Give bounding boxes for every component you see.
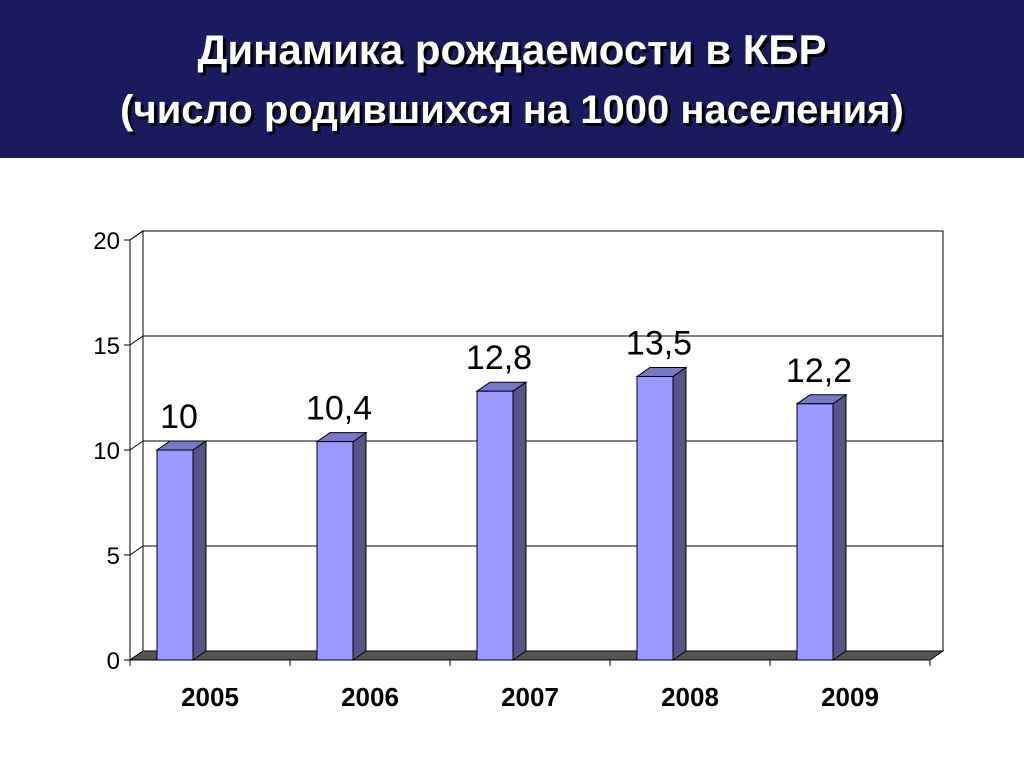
slide-header (0, 0, 1024, 158)
slide-subtitle: (число родившихся на 1000 населения) (120, 88, 904, 132)
y-tick-label: 15 (93, 333, 120, 360)
bar-side (192, 440, 207, 661)
slide-title: Динамика рождаемости в КБР (197, 26, 827, 73)
y-tick-label: 5 (107, 543, 120, 570)
bar (156, 449, 194, 661)
data-label: 10 (160, 398, 198, 436)
bar-side (832, 393, 847, 661)
data-label: 13,5 (626, 325, 692, 363)
x-tick-label: 2007 (501, 682, 559, 712)
x-tick-label: 2005 (181, 682, 239, 712)
gridline (129, 335, 943, 346)
x-tick-label: 2006 (341, 682, 399, 712)
bar (476, 390, 514, 661)
data-label: 12,2 (786, 352, 852, 390)
bar (316, 441, 354, 661)
bar (636, 376, 674, 661)
bar-side (352, 431, 367, 661)
y-tick-label: 10 (93, 438, 120, 465)
bar-side (672, 366, 687, 661)
gridline (129, 230, 943, 241)
y-tick-label: 20 (93, 228, 120, 255)
x-tick-label: 2008 (661, 682, 719, 712)
data-label: 12,8 (466, 339, 532, 377)
data-label: 10,4 (306, 390, 372, 428)
y-tick-label: 0 (107, 648, 120, 675)
x-tick-label: 2009 (821, 682, 879, 712)
bar (796, 403, 834, 661)
bar-side (512, 381, 527, 661)
